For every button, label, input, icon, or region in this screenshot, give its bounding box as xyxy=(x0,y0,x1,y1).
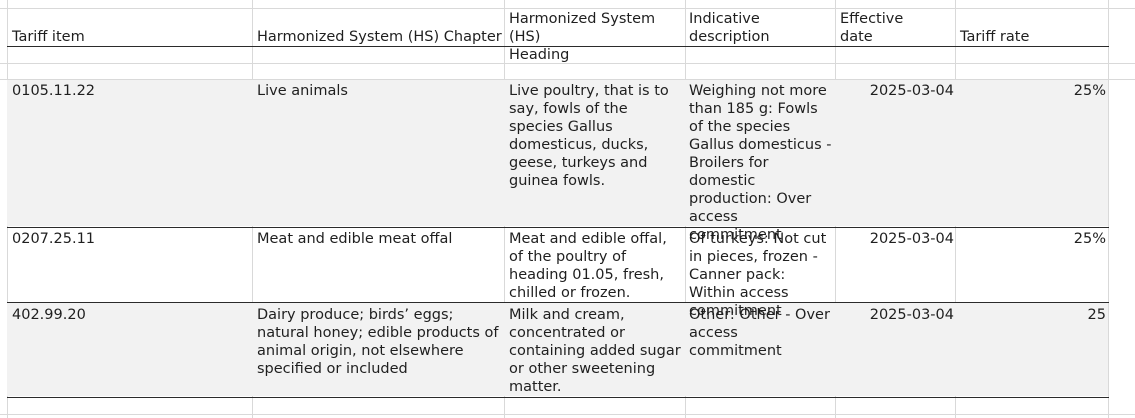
header-divider xyxy=(7,46,1109,47)
header-effective-line2: date xyxy=(840,29,873,45)
header-indicative-description[interactable]: Indicative description xyxy=(689,10,835,46)
cell-chapter[interactable]: Dairy produce; birds’ eggs; natural hone… xyxy=(257,307,499,377)
cell-heading[interactable]: Milk and cream, concentrated or containi… xyxy=(509,307,681,395)
header-hs-chapter[interactable]: Harmonized System (HS) Chapter xyxy=(257,29,502,45)
cell-chapter[interactable]: Live animals xyxy=(257,83,348,99)
cell-heading[interactable]: Live poultry, that is to say, fowls of t… xyxy=(509,83,669,189)
row-divider xyxy=(7,302,1109,303)
grid-line xyxy=(0,79,1135,80)
cell-effective-date[interactable]: 2025-03-04 xyxy=(869,231,954,247)
header-indicative-line2: description xyxy=(689,29,770,45)
grid-line xyxy=(0,63,1135,64)
cell-description[interactable]: Weighing not more than 185 g: Fowls of t… xyxy=(689,83,832,243)
grid-line xyxy=(0,8,1135,9)
header-hs-heading-line2: Heading xyxy=(509,47,570,63)
cell-tariff-item[interactable]: 402.99.20 xyxy=(12,307,86,323)
row-band xyxy=(7,80,1108,226)
cell-description[interactable]: Of turkeys: Not cut in pieces, frozen - … xyxy=(689,231,827,319)
header-hs-heading-line1: Harmonized System (HS) xyxy=(509,11,656,45)
cell-chapter[interactable]: Meat and edible meat offal xyxy=(257,231,453,247)
header-hs-heading[interactable]: Harmonized System (HS) Heading xyxy=(509,10,685,64)
cell-tariff-rate[interactable]: 25% xyxy=(1073,231,1106,247)
header-effective-line1: Effective xyxy=(840,11,904,27)
cell-effective-date[interactable]: 2025-03-04 xyxy=(869,307,954,323)
cell-tariff-item[interactable]: 0207.25.11 xyxy=(12,231,96,247)
cell-effective-date[interactable]: 2025-03-04 xyxy=(869,83,954,99)
row-divider xyxy=(7,227,1109,228)
cell-description[interactable]: Other: Other - Over access commitment xyxy=(689,307,830,359)
row-divider xyxy=(7,397,1109,398)
grid-line xyxy=(0,414,1135,415)
header-tariff-item[interactable]: Tariff item xyxy=(12,29,85,45)
cell-heading[interactable]: Meat and edible offal, of the poultry of… xyxy=(509,231,667,301)
header-tariff-rate[interactable]: Tariff rate xyxy=(960,29,1030,45)
cell-tariff-rate[interactable]: 25% xyxy=(1073,83,1106,99)
cell-tariff-rate[interactable]: 25 xyxy=(1087,307,1106,323)
row-band xyxy=(7,302,1108,396)
cell-tariff-item[interactable]: 0105.11.22 xyxy=(12,83,96,99)
header-indicative-line1: Indicative xyxy=(689,11,760,27)
header-effective-date[interactable]: Effective date xyxy=(840,10,954,46)
